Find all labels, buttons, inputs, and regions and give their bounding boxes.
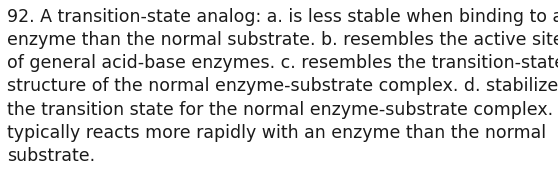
Text: 92. A transition-state analog: a. is less stable when binding to an
enzyme than : 92. A transition-state analog: a. is les… xyxy=(7,8,558,165)
